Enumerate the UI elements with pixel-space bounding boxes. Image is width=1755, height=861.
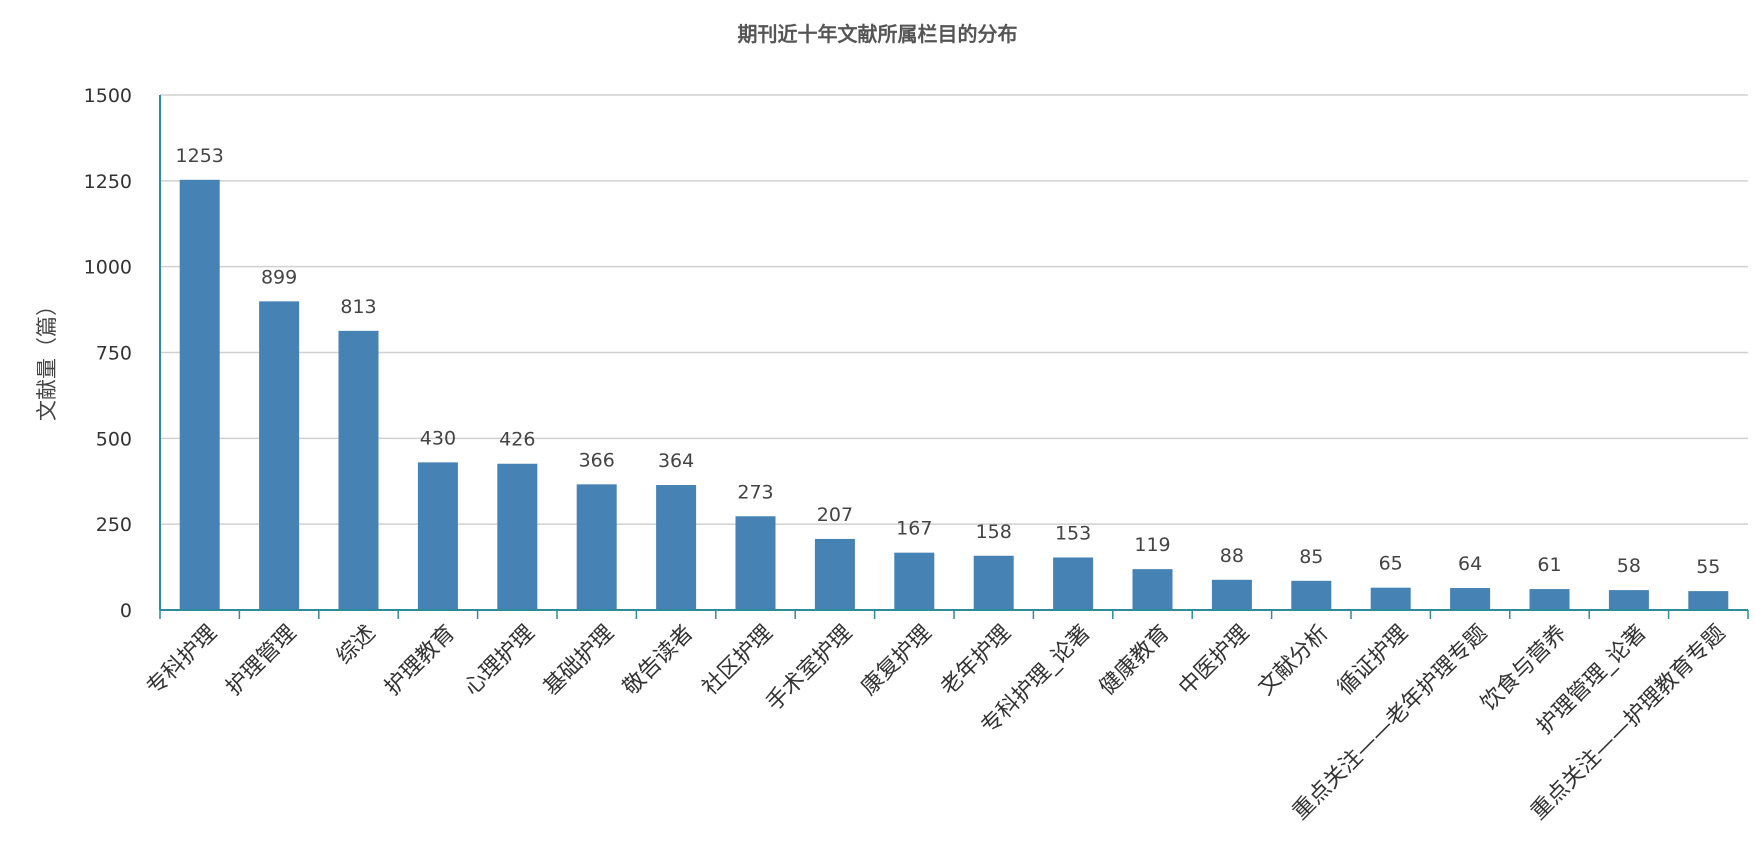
y-tick-label: 250 [96, 514, 132, 536]
y-tick-label: 1000 [84, 257, 132, 279]
bar [1291, 580, 1332, 610]
bars [179, 179, 1729, 610]
x-tick-label: 健康教育 [1095, 621, 1175, 701]
bar [259, 301, 300, 610]
x-tick-label: 中医护理 [1174, 621, 1254, 701]
data-label: 899 [261, 266, 297, 288]
data-label: 64 [1458, 553, 1482, 575]
chart-title: 期刊近十年文献所属栏目的分布 [737, 22, 1018, 46]
bar [656, 485, 697, 610]
axes [159, 95, 1749, 619]
x-tick-label: 手术室护理 [762, 621, 857, 716]
data-label: 61 [1537, 554, 1561, 576]
x-tick-label: 循证护理 [1333, 621, 1413, 701]
x-tick-label: 老年护理 [936, 621, 1016, 701]
x-tick-label: 护理教育 [380, 621, 460, 701]
x-tick-label: 综述 [332, 621, 381, 670]
data-label: 273 [737, 481, 773, 503]
bar [1370, 587, 1411, 610]
x-tick-label: 护理管理 [221, 621, 301, 701]
data-label: 158 [976, 521, 1012, 543]
data-label: 207 [817, 504, 853, 526]
data-label: 88 [1220, 545, 1244, 567]
x-tick-label: 康复护理 [857, 621, 937, 701]
bar [1132, 569, 1173, 610]
x-tick-label: 心理护理 [460, 621, 540, 701]
data-label: 119 [1134, 534, 1170, 556]
data-label: 364 [658, 450, 694, 472]
bar [1608, 590, 1649, 610]
bar [1688, 591, 1729, 610]
y-tick-label: 500 [96, 428, 132, 450]
labels: 0 250 500 750 1000 1250 1500 1253 专科护理 899 护理管理 813… [84, 85, 1731, 825]
y-tick-label: 750 [96, 343, 132, 365]
x-tick-label: 文献分析 [1254, 621, 1334, 701]
bar [1450, 588, 1491, 610]
x-tick-label: 专科护理 [142, 621, 222, 701]
bar [338, 330, 379, 610]
data-label: 430 [420, 427, 456, 449]
data-label: 426 [499, 429, 535, 451]
bar [1053, 557, 1094, 610]
bar [814, 538, 855, 610]
x-tick-label: 敬告读者 [618, 621, 698, 701]
bar [1211, 579, 1252, 610]
bar [1529, 589, 1570, 610]
y-tick-label: 0 [120, 600, 132, 622]
data-label: 58 [1617, 555, 1641, 577]
bar [973, 555, 1014, 610]
data-label: 65 [1379, 553, 1403, 575]
bar [735, 516, 776, 610]
x-tick-label: 社区护理 [698, 621, 778, 701]
bar [894, 552, 935, 610]
data-label: 55 [1696, 556, 1720, 578]
bar [417, 462, 458, 610]
data-label: 813 [340, 296, 376, 318]
data-label: 366 [579, 449, 615, 471]
bar [179, 179, 220, 610]
y-tick-label: 1250 [84, 171, 132, 193]
data-label: 85 [1299, 546, 1323, 568]
y-tick-label: 1500 [84, 85, 132, 107]
data-label: 153 [1055, 522, 1091, 544]
bar [497, 463, 538, 610]
data-label: 167 [896, 518, 932, 540]
bar [576, 484, 617, 610]
data-label: 1253 [176, 145, 224, 167]
grid-lines [160, 94, 1748, 525]
y-axis-label: 文献量（篇） [35, 295, 59, 421]
x-tick-label: 基础护理 [539, 621, 619, 701]
